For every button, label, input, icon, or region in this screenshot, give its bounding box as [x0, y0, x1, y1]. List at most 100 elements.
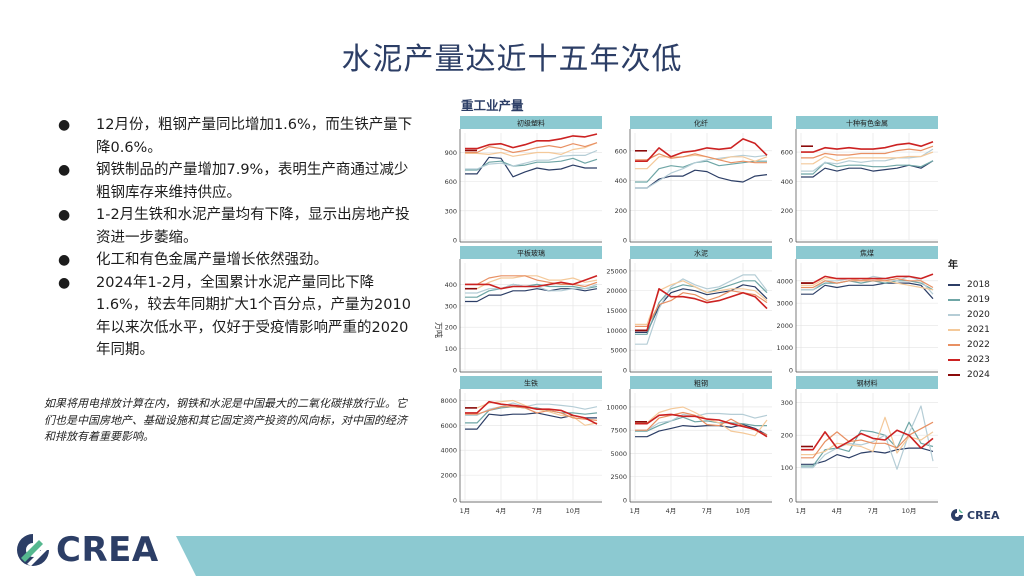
series-line-2022: [801, 278, 934, 289]
y-axis-label: 万吨: [434, 322, 444, 338]
y-tick-label: 400: [445, 281, 457, 289]
panel-title: 粗钢: [694, 379, 708, 388]
series-line-2021: [801, 151, 934, 165]
series-line-2018: [465, 156, 597, 178]
series-line-2022: [465, 142, 598, 154]
bullet-text: 1-2月生铁和水泥产量均有下降，显示出房地产投资进一步萎缩。: [96, 207, 410, 246]
panel-title: 生铁: [524, 379, 538, 388]
series-line-2020: [465, 402, 598, 416]
series-line-2021: [801, 278, 934, 291]
legend-item: 2020: [948, 307, 990, 322]
y-tick-label: 200: [615, 207, 627, 215]
bottom-accent-bar: [176, 536, 1024, 576]
bullet-text: 化工和有色金属产量增长依然强劲。: [96, 252, 328, 268]
panel-初级塑料: 初级塑料 0 300 600 900: [445, 116, 602, 245]
bullet-text: 12月份，粗钢产量同比增加1.6%，而生铁产量下降0.6%。: [96, 117, 413, 156]
series-line-2019: [635, 416, 767, 432]
y-tick-label: 4000: [776, 277, 793, 285]
series-line-2019: [635, 160, 767, 183]
series-line-2018: [801, 282, 934, 300]
footnote: 如果将用电排放计算在内，钢铁和水泥是中国最大的二氧化碳排放行业。它们也是中国房地…: [44, 397, 407, 443]
panel-title: 平板玻璃: [517, 249, 545, 258]
series-line-2023: [465, 400, 598, 425]
series-line-2018: [801, 447, 934, 465]
panel-header: [796, 246, 938, 259]
legend-label: 2022: [967, 339, 990, 350]
series-line-2021: [465, 275, 598, 290]
crea-logo-text: CREA: [56, 530, 159, 570]
crea-small-text: CREA: [967, 508, 1000, 522]
y-tick-label: 25000: [606, 267, 627, 275]
legend-swatch: [948, 358, 960, 361]
y-tick-label: 7500: [610, 427, 627, 435]
series-line-2018: [635, 284, 768, 333]
y-tick-label: 10000: [606, 327, 627, 335]
series-line-2021: [635, 406, 768, 437]
y-tick-label: 15000: [606, 307, 627, 315]
series-line-2020: [465, 149, 598, 170]
series-line-2019: [635, 280, 768, 335]
x-tick-label: 1月: [460, 507, 471, 515]
panel-header: [460, 246, 602, 259]
y-tick-label: 600: [781, 149, 793, 157]
series-line-2018: [635, 169, 768, 189]
series-line-2022: [465, 275, 598, 288]
x-tick-label: 7月: [702, 507, 713, 515]
legend-label: 2020: [967, 309, 990, 320]
legend-swatch: [948, 373, 960, 376]
legend-swatch: [948, 328, 960, 331]
series-line-2019: [465, 406, 598, 424]
bullet-item: ● 12月份，粗钢产量同比增加1.6%，而生铁产量下降0.6%。: [58, 114, 418, 159]
legend-title: 年: [948, 260, 958, 271]
y-tick-label: 200: [781, 432, 793, 440]
panel-十种有色金属: 十种有色金属 0 200 400 600: [781, 116, 938, 245]
panel-平板玻璃: 平板玻璃 0 100 200 300 400: [445, 246, 602, 375]
series-line-2023: [635, 413, 768, 438]
y-tick-label: 0: [453, 367, 457, 375]
panel-title: 化纤: [694, 119, 708, 128]
legend-swatch: [948, 283, 960, 286]
x-tick-label: 4月: [666, 507, 677, 515]
series-line-2022: [465, 406, 598, 421]
legend-label: 2019: [967, 294, 990, 305]
panel-title: 焦煤: [860, 249, 874, 258]
y-tick-label: 0: [453, 497, 457, 505]
series-line-2023: [635, 288, 768, 332]
bullet-dot: ●: [58, 117, 71, 133]
panel-title: 十种有色金属: [846, 119, 888, 128]
series-line-2023: [465, 133, 598, 150]
y-tick-label: 4000: [440, 447, 457, 455]
bullet-item: ● 1-2月生铁和水泥产量均有下降，显示出房地产投资进一步萎缩。: [58, 204, 418, 249]
legend: 年 2018 2019 2020 2021 2022 2023 2024: [948, 256, 990, 382]
legend-label: 2021: [967, 324, 990, 335]
x-tick-label: 1月: [796, 507, 807, 515]
panel-header: [630, 246, 772, 259]
y-tick-label: 0: [789, 367, 793, 375]
y-tick-label: 8000: [440, 397, 457, 405]
panel-header: [460, 376, 602, 389]
series-line-2023: [801, 273, 934, 284]
bullet-text: 2024年1-2月，全国累计水泥产量同比下降1.6%，较去年同期扩大1个百分点，…: [96, 274, 411, 359]
series-line-2020: [635, 412, 768, 431]
panel-header: [460, 116, 602, 129]
panel-header: [630, 376, 772, 389]
y-tick-label: 600: [445, 178, 457, 186]
x-tick-label: 10月: [902, 507, 917, 515]
x-tick-label: 7月: [532, 507, 543, 515]
bullet-item: ● 2024年1-2月，全国累计水泥产量同比下降1.6%，较去年同期扩大1个百分点…: [58, 272, 418, 362]
series-line-2023: [801, 429, 934, 451]
bullet-dot: ●: [58, 207, 71, 223]
legend-label: 2024: [967, 369, 990, 380]
crea-mark-icon: [951, 509, 963, 521]
series-line-2021: [635, 154, 768, 170]
y-tick-label: 400: [781, 178, 793, 186]
y-tick-label: 5000: [610, 450, 627, 458]
legend-swatch: [948, 313, 960, 316]
y-tick-label: 900: [445, 149, 457, 157]
x-tick-label: 10月: [566, 507, 581, 515]
series-line-2020: [801, 405, 934, 470]
legend-item: 2018: [948, 277, 990, 292]
legend-item: 2023: [948, 352, 990, 367]
bullet-list: ● 12月份，粗钢产量同比增加1.6%，而生铁产量下降0.6%。 ● 钢铁制品的产量…: [58, 114, 418, 362]
x-tick-label: 1月: [630, 507, 641, 515]
